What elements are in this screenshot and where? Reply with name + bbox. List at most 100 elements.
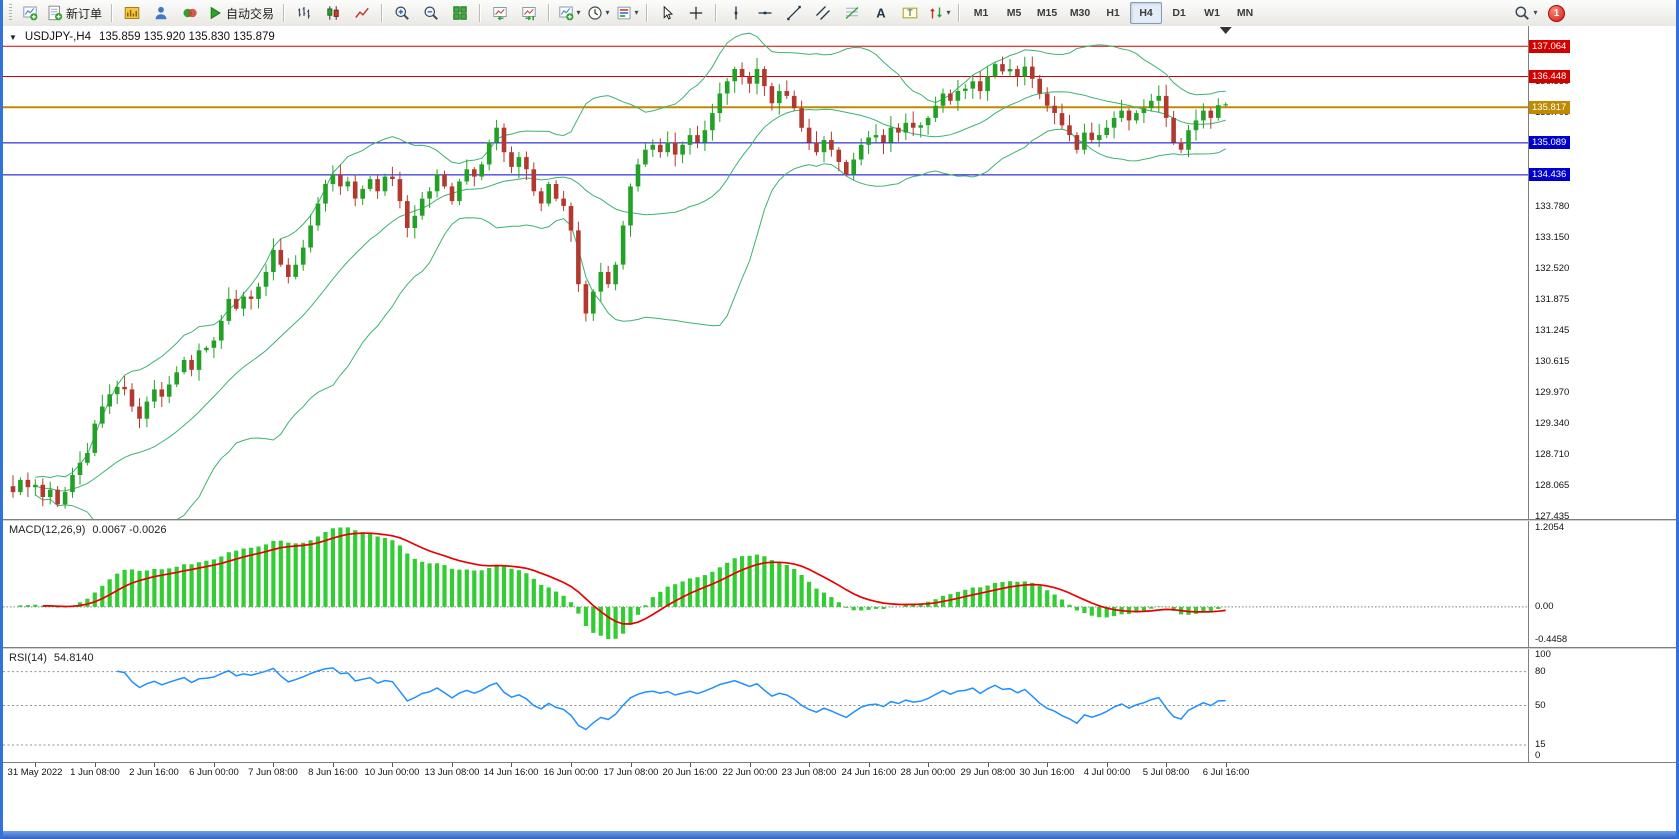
chart-menu-icon[interactable]	[9, 31, 17, 43]
indicators-list-dropdown-caret[interactable]: ▾	[576, 8, 581, 17]
toolbar-grip[interactable]	[9, 4, 12, 22]
rsi-header: RSI(14) 54.8140	[9, 652, 94, 664]
arrows-dropdown-caret[interactable]: ▾	[946, 8, 951, 17]
chart-ohlc-header: USDJPY-,H4 135.859 135.920 135.830 135.8…	[9, 31, 275, 43]
trendline-icon	[787, 5, 801, 21]
rsi-panel: 100 80 50 15 0 RSI(14) 54.8140	[3, 649, 1676, 762]
templates-icon	[617, 6, 631, 20]
candlestick-mode-button[interactable]	[319, 2, 347, 24]
timeframe-M5[interactable]: M5	[1006, 7, 1022, 19]
arrows-button[interactable]: ▾	[925, 2, 953, 24]
toolbar-right-group: ▾ 1	[1512, 2, 1565, 24]
time-tick	[988, 763, 989, 767]
timeframe-M15[interactable]: M15	[1036, 7, 1058, 19]
price-axis[interactable]: 136.960136.330135.705133.780133.150132.5…	[1528, 26, 1676, 522]
timeframe-H4[interactable]: H4	[1130, 2, 1163, 24]
price-level-tag: 134.436	[1529, 168, 1571, 181]
notification-badge[interactable]: 1	[1548, 4, 1565, 22]
line-chart-mode-button[interactable]	[348, 2, 376, 24]
autotrading-button[interactable]: 自动交易	[205, 2, 278, 24]
new-chart-button[interactable]	[16, 2, 44, 24]
rsi-value: 54.8140	[53, 652, 94, 664]
macd-label: MACD(12,26,9)	[9, 524, 86, 536]
new-order-label: 新订单	[66, 6, 103, 21]
trendline-button[interactable]	[780, 2, 808, 24]
price-chart-canvas[interactable]	[3, 26, 1528, 519]
periods-button[interactable]: ▾	[584, 2, 612, 24]
macd-canvas[interactable]	[3, 521, 1528, 647]
auto-scroll-button[interactable]	[486, 2, 514, 24]
time-tick	[333, 763, 334, 767]
search-button[interactable]: ▾	[1512, 2, 1540, 24]
price-axis-label: 128.065	[1535, 480, 1570, 491]
timeframe-M30[interactable]: M30	[1069, 7, 1091, 19]
chart-shift-button[interactable]	[515, 2, 543, 24]
price-axis-label: 127.435	[1535, 511, 1570, 522]
rsi-canvas[interactable]	[3, 649, 1528, 762]
market-watch-button[interactable]	[118, 2, 146, 24]
time-axis-label: 6 Jun 00:00	[189, 767, 239, 778]
time-tick	[95, 763, 96, 767]
price-chart-panel: 136.960136.330135.705133.780133.150132.5…	[3, 26, 1676, 522]
text-label-icon: T	[902, 7, 918, 19]
zoom-in-icon	[395, 6, 409, 20]
time-tick	[273, 763, 274, 767]
time-axis-label: 6 Jul 16:00	[1202, 767, 1250, 778]
panel-divider[interactable]	[3, 519, 1676, 522]
periods-dropdown-caret[interactable]: ▾	[605, 8, 610, 17]
rsi-axis-label: 0	[1535, 750, 1541, 761]
vertical-line-button[interactable]	[722, 2, 750, 24]
horizontal-line-button[interactable]	[751, 2, 779, 24]
time-tick	[571, 763, 572, 767]
timeframe-H1[interactable]: H1	[1106, 7, 1120, 19]
toolbar-separator	[283, 4, 286, 22]
market-watch-icon	[124, 7, 140, 19]
new-order-button[interactable]: 新订单	[45, 2, 106, 24]
timeframe-W1[interactable]: W1	[1204, 7, 1220, 19]
text-button[interactable]: A	[867, 2, 895, 24]
macd-values: 0.0067 -0.0026	[92, 524, 167, 536]
time-axis-label: 5 Jul 08:00	[1142, 767, 1190, 778]
timeframe-MN[interactable]: MN	[1236, 7, 1254, 19]
toolbar-separator	[548, 4, 551, 22]
macd-axis-min: -0.4458	[1535, 634, 1568, 645]
text-label-button[interactable]: T	[896, 2, 924, 24]
price-level-tag: 136.448	[1529, 70, 1571, 83]
timeframe-M1[interactable]: M1	[973, 7, 989, 19]
fibonacci-icon	[845, 7, 859, 19]
search-dropdown-caret[interactable]: ▾	[1533, 8, 1538, 17]
equidistant-channel-button[interactable]	[809, 2, 837, 24]
bar-chart-mode-icon	[298, 7, 310, 19]
tile-windows-button[interactable]	[446, 2, 474, 24]
time-tick	[1166, 763, 1167, 767]
main-toolbar: 新订单 自动交易 ▾ ▾ ▾ A T ▾ M1 M5 M15 M30 H1 H4 D1 W1 MN ▾ 1	[3, 0, 1676, 27]
templates-dropdown-caret[interactable]: ▾	[634, 8, 639, 17]
time-axis-label: 28 Jun 00:00	[900, 767, 956, 778]
indicators-list-button[interactable]: ▾	[555, 2, 583, 24]
timeframe-D1[interactable]: D1	[1172, 7, 1186, 19]
rsi-axis-label: 50	[1535, 700, 1546, 711]
terminal-button[interactable]	[176, 2, 204, 24]
zoom-out-button[interactable]	[417, 2, 445, 24]
time-axis-label: 13 Jun 08:00	[424, 767, 480, 778]
symbol-period-label: USDJPY-,H4	[24, 31, 91, 43]
crosshair-button[interactable]	[682, 2, 710, 24]
time-tick	[35, 763, 36, 767]
time-axis-label: 31 May 2022	[7, 767, 63, 778]
vertical-line-icon	[734, 6, 738, 20]
time-tick	[928, 763, 929, 767]
price-level-tag: 135.817	[1529, 101, 1571, 114]
templates-button[interactable]: ▾	[613, 2, 641, 24]
window-bottom-frame	[3, 831, 1676, 839]
data-window-button[interactable]	[147, 2, 175, 24]
svg-text:T: T	[907, 8, 913, 18]
time-axis[interactable]: 31 May 2022 1 Jun 08:00 2 Jun 16:00 6 Jun 0…	[3, 762, 1676, 832]
panel-divider[interactable]	[3, 647, 1676, 650]
time-axis-label: 23 Jun 08:00	[781, 767, 837, 778]
cursor-button[interactable]	[653, 2, 681, 24]
zoom-in-button[interactable]	[388, 2, 416, 24]
time-axis-label: 7 Jun 08:00	[248, 767, 298, 778]
bar-chart-mode-button[interactable]	[290, 2, 318, 24]
fibonacci-button[interactable]	[838, 2, 866, 24]
